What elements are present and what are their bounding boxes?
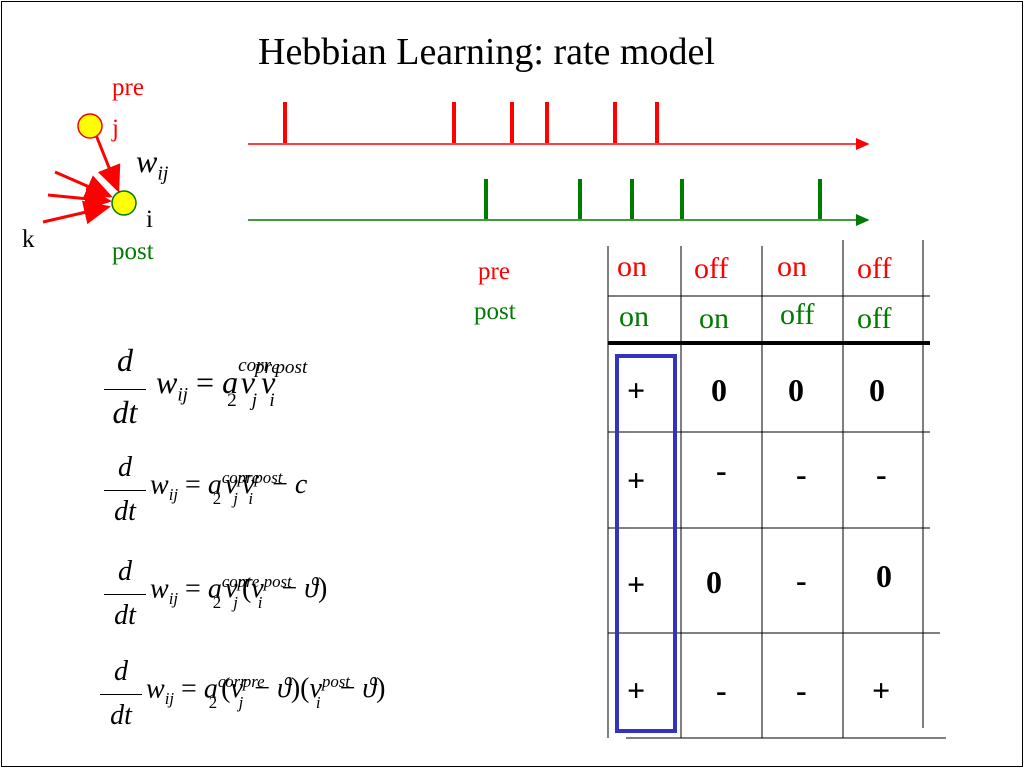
label-k: k [22,226,35,253]
neuron-i [111,190,137,216]
table-cell: - [796,562,807,598]
equation-1: d dt wij = acorr2νprejνposti [100,342,480,442]
table-cell: + [627,462,646,498]
post-header-1: on [619,300,649,333]
equation-4: d dt wij = acorr2 (νprej − ϑ)(νposti − ϑ) [96,656,596,746]
table-cell: + [627,672,646,708]
synapse-arrow-1 [54,170,113,198]
table-cell: - [796,456,807,492]
table-cell: - [716,672,727,708]
highlight-box [615,354,677,733]
table-cell: - [716,452,727,488]
table-cell: - [876,456,887,492]
truth-table-grid [607,240,946,739]
table-pre-label: pre [478,258,510,285]
table-cell: 0 [706,564,722,600]
post-spikes [484,179,822,219]
post-header-4: off [857,302,892,335]
label-j: j [112,115,119,142]
post-header-2: on [699,302,729,335]
table-cell: 0 [869,372,885,408]
table-cell: 0 [788,372,804,408]
synapse-arrow-3 [42,200,111,225]
label-weight: wij [136,143,169,185]
pre-header-3: on [777,250,807,283]
table-cell: - [796,672,807,708]
equation-3: d dt wij = acorr2 νprej (νposti − ϑ) [100,556,540,646]
table-cell: + [627,566,646,602]
neuron-j [77,113,103,139]
pre-header-2: off [694,252,729,285]
synapse-arrow-2 [47,186,112,211]
synapse-arrow-j [94,134,121,193]
table-cell: + [872,672,891,708]
post-header-3: off [780,298,815,331]
equation-2: d dt wij = acorr2 νprej νposti − c [100,452,500,542]
slide-title: Hebbian Learning: rate model [258,31,715,73]
label-i: i [146,206,153,233]
pre-spikes [283,102,659,143]
table-cell: 0 [711,372,727,408]
pre-header-1: on [617,250,647,283]
label-post: post [112,238,154,265]
label-pre: pre [112,74,144,101]
table-cell: 0 [876,558,892,594]
pre-header-4: off [857,252,892,285]
table-cell: + [627,372,646,408]
table-post-label: post [474,298,516,325]
